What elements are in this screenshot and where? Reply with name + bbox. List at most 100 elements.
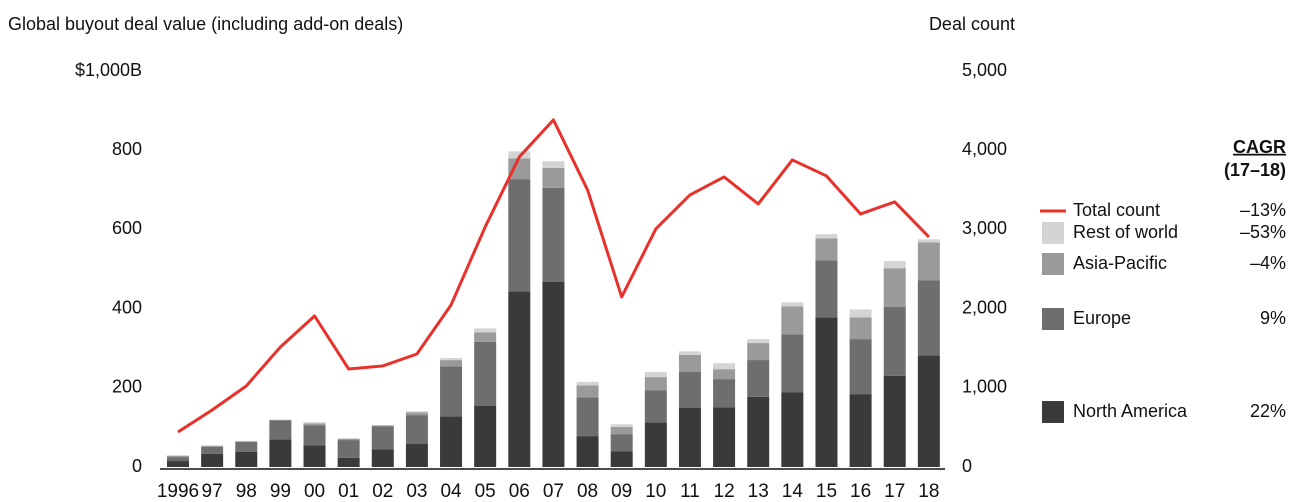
- bar-segment: [917, 355, 940, 467]
- bar-segment: [337, 457, 360, 467]
- bar-segment: [644, 390, 667, 423]
- bar-segment: [883, 375, 906, 467]
- bar-segment: [303, 425, 326, 446]
- legend-swatch: [1042, 401, 1064, 423]
- bar-segment: [747, 343, 770, 361]
- x-tick-label: 02: [372, 481, 393, 502]
- legend-label: Rest of world: [1073, 222, 1178, 242]
- y2-tick-label: 1,000: [962, 377, 1007, 397]
- bar-segment: [644, 422, 667, 467]
- bar-segment: [713, 407, 736, 467]
- bar-segment: [781, 302, 804, 307]
- legend-label: Asia-Pacific: [1073, 253, 1167, 273]
- bar-segment: [610, 451, 633, 467]
- bar-segment: [269, 420, 292, 440]
- bar-segment: [440, 358, 463, 361]
- bar-segment: [474, 328, 497, 333]
- bar-segment: [269, 439, 292, 467]
- legend-cagr: –53%: [1240, 222, 1286, 242]
- legend-swatch: [1042, 253, 1064, 275]
- bar-segment: [678, 407, 701, 467]
- x-tick-label: 99: [270, 481, 291, 502]
- bar-segment: [167, 457, 189, 462]
- x-tick-label: 08: [577, 481, 598, 502]
- x-tick-label: 11: [680, 481, 700, 502]
- x-tick-label: 18: [918, 481, 939, 502]
- legend-swatch: [1042, 222, 1064, 244]
- x-tick-label: 00: [304, 481, 325, 502]
- x-tick-label: 12: [714, 481, 735, 502]
- bar-segment: [235, 451, 258, 467]
- bar-segment: [201, 446, 224, 447]
- bar-segment: [610, 427, 633, 435]
- legend-cagr: –4%: [1250, 253, 1286, 273]
- bar-segment: [303, 422, 326, 424]
- legend-cagr: 22%: [1250, 401, 1286, 421]
- bar-segment: [815, 238, 838, 261]
- bar-segment: [405, 415, 428, 445]
- bar-segment: [678, 351, 701, 355]
- bar-segment: [542, 187, 565, 282]
- bar-segment: [713, 379, 736, 408]
- chart-title: Global buyout deal value (including add-…: [8, 14, 403, 34]
- bar-segment: [235, 441, 258, 443]
- legend-cagr: –13%: [1240, 200, 1286, 220]
- y2-tick-label: 4,000: [962, 139, 1007, 159]
- x-tick-label: 14: [782, 481, 804, 502]
- x-tick-label: 16: [850, 481, 871, 502]
- legend-cagr: 9%: [1260, 308, 1286, 328]
- y2-tick-label: 2,000: [962, 297, 1007, 317]
- y2-tick-label: 3,000: [962, 218, 1007, 238]
- x-tick-label: 01: [338, 481, 359, 502]
- bar-segment: [713, 369, 736, 380]
- bar-segment: [747, 360, 770, 397]
- y-tick-label: 600: [112, 218, 142, 238]
- y-tick-label: 400: [112, 297, 142, 317]
- bar-segment: [337, 438, 360, 439]
- bar-segment: [917, 239, 940, 243]
- bar-segment: [201, 445, 224, 447]
- x-tick-label: 1996: [157, 481, 199, 502]
- legend-label: Total count: [1073, 200, 1160, 220]
- bar-segment: [781, 306, 804, 335]
- x-tick-label: 98: [236, 481, 257, 502]
- bar-segment: [713, 363, 736, 370]
- bar-segment: [576, 385, 599, 398]
- bar-segment: [303, 445, 326, 467]
- bar-segment: [610, 424, 633, 428]
- bar-segment: [747, 339, 770, 344]
- bar-segment: [474, 332, 497, 342]
- y2-tick-label: 5,000: [962, 60, 1007, 80]
- bar-segment: [610, 434, 633, 452]
- bar-segment: [201, 453, 224, 467]
- bar-segment: [167, 461, 189, 467]
- bar-segment: [542, 281, 565, 467]
- y-tick-label: 800: [112, 139, 142, 159]
- bar-segment: [747, 396, 770, 467]
- legend-swatch: [1042, 308, 1064, 330]
- bar-segment: [849, 394, 872, 467]
- legend-subheader: (17–18): [1224, 160, 1286, 180]
- bar-segment: [440, 366, 463, 417]
- y2-tick-label: 0: [962, 456, 972, 476]
- bar-segment: [849, 317, 872, 340]
- x-tick-label: 07: [543, 481, 564, 502]
- bar-segment: [576, 397, 599, 437]
- bar-segment: [849, 309, 872, 318]
- bar-segment: [917, 242, 940, 281]
- bar-segment: [781, 392, 804, 467]
- bar-segment: [440, 360, 463, 367]
- bar-segment: [508, 291, 531, 467]
- bar-segment: [337, 438, 360, 441]
- bar-segment: [167, 455, 189, 458]
- x-tick-label: 03: [406, 481, 427, 502]
- x-tick-label: 13: [748, 481, 769, 502]
- x-tick-label: 05: [475, 481, 496, 502]
- bar-segment: [167, 455, 189, 456]
- x-tick-label: 04: [440, 481, 462, 502]
- bar-segment: [883, 307, 906, 376]
- bar-segment: [678, 354, 701, 372]
- bar-segment: [883, 261, 906, 269]
- bar-segment: [405, 412, 428, 416]
- bar-segment: [917, 280, 940, 356]
